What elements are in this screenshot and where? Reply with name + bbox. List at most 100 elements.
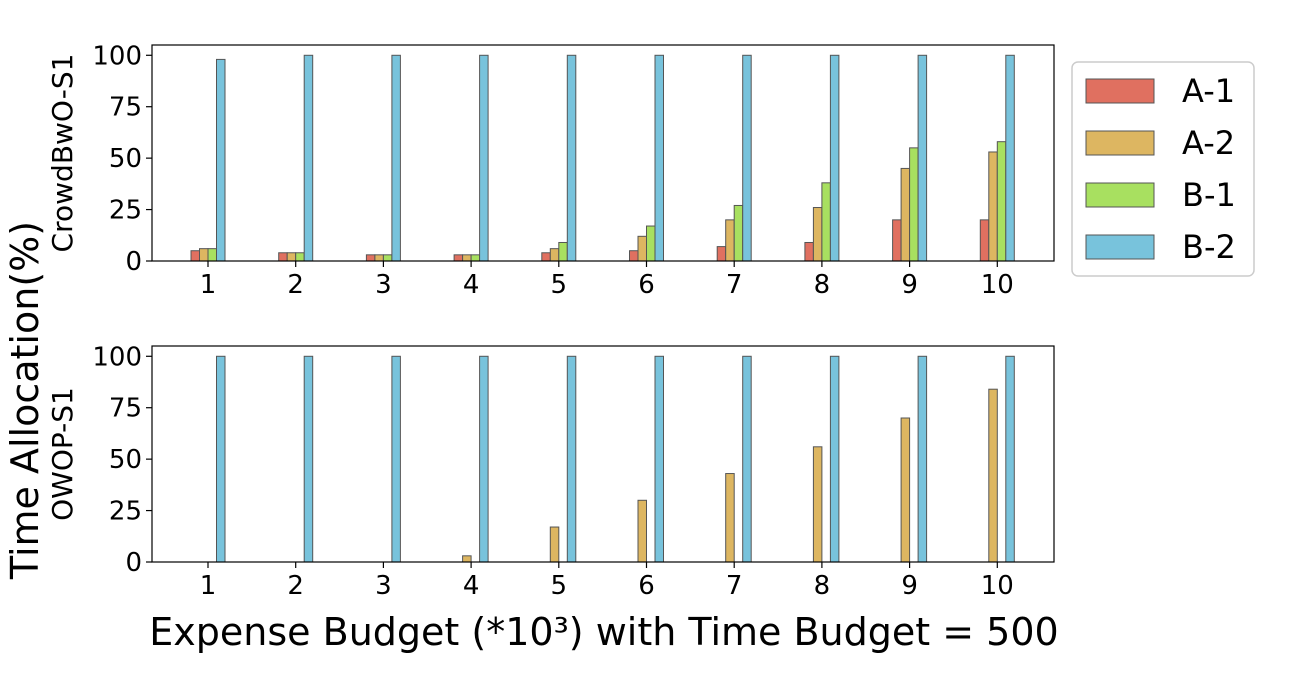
legend-label: B-1 (1182, 176, 1236, 214)
bar-b-1-9 (909, 147, 919, 262)
y-axis-label: Time Allocation(%) (3, 221, 47, 580)
bar-b-2-7 (742, 355, 752, 563)
y-tick-label: 50 (109, 144, 142, 174)
x-tick-label: 4 (463, 571, 480, 601)
bar-b-2-9 (917, 355, 928, 563)
bar-b-2-10 (1005, 355, 1015, 563)
bar-a-2-4 (462, 254, 472, 262)
bar-b-2-6 (654, 54, 664, 262)
bar-a-1-4 (453, 254, 464, 262)
bar-a-1-10 (979, 219, 990, 262)
bar-b-2-1 (216, 58, 226, 262)
x-tick-label: 8 (814, 270, 831, 300)
bar-b-2-3 (391, 54, 401, 262)
y-tick-label: 100 (92, 41, 142, 71)
x-tick-label: 6 (638, 270, 655, 300)
x-tick-label: 6 (638, 571, 655, 601)
bar-b-2-5 (566, 355, 577, 563)
bar-b-2-5 (566, 54, 577, 262)
bar-a-1-9 (892, 219, 902, 262)
bar-b-2-2 (303, 355, 314, 563)
y-tick-label: 50 (109, 445, 142, 475)
bar-a-2-4 (462, 555, 472, 563)
x-tick-label: 5 (551, 571, 568, 601)
bar-b-2-4 (479, 355, 489, 563)
bar-b-1-1 (207, 248, 217, 262)
y-tick-label: 25 (109, 497, 142, 527)
panel-label: CrowdBwO-S1 (46, 54, 79, 253)
bar-b-1-10 (996, 141, 1007, 262)
bar-b-2-1 (216, 355, 226, 563)
legend: A-1 A-2 B-1 B-2 (1071, 61, 1255, 277)
bar-b-2-8 (829, 355, 840, 563)
bar-a-2-2 (286, 252, 297, 262)
x-tick-label: 4 (463, 270, 480, 300)
bar-a-1-5 (541, 252, 551, 262)
legend-items: A-1 A-2 B-1 B-2 (1085, 72, 1236, 266)
x-tick-label: 7 (726, 270, 743, 300)
x-tick-label: 9 (901, 270, 918, 300)
x-tick-label: 2 (287, 270, 304, 300)
legend-item-a-1: A-1 (1085, 72, 1235, 110)
x-tick-label: 8 (814, 571, 831, 601)
bar-a-2-5 (549, 526, 560, 563)
bar-b-1-4 (470, 254, 481, 262)
bar-a-2-3 (374, 254, 384, 262)
bar-a-2-6 (637, 499, 647, 563)
bar-b-2-7 (742, 54, 752, 262)
bar-b-2-8 (829, 54, 840, 262)
legend-swatch (1085, 182, 1155, 208)
x-tick-label: 2 (287, 571, 304, 601)
bar-a-2-9 (900, 167, 911, 262)
x-axis-label: Expense Budget (*10³) with Time Budget =… (149, 610, 1058, 654)
bar-a-2-8 (812, 446, 823, 563)
y-tick-label: 25 (109, 196, 142, 226)
bar-a-1-2 (278, 252, 288, 262)
legend-swatch (1085, 78, 1155, 104)
x-tick-label: 7 (726, 571, 743, 601)
y-tick-label: 0 (125, 548, 142, 578)
bar-a-2-1 (199, 248, 209, 262)
bar-b-2-6 (654, 355, 664, 563)
bar-b-1-7 (733, 204, 744, 262)
bar-b-1-8 (821, 182, 831, 262)
plot-frame (151, 345, 1055, 563)
bar-b-1-5 (558, 241, 568, 262)
legend-label: B-2 (1182, 228, 1236, 266)
bar-a-1-7 (716, 246, 727, 262)
bar-a-1-3 (365, 254, 376, 262)
legend-swatch (1085, 234, 1155, 260)
legend-label: A-1 (1182, 72, 1235, 110)
x-tick-label: 10 (981, 571, 1014, 601)
bar-b-1-6 (646, 225, 656, 262)
bar-a-2-9 (900, 417, 911, 563)
y-tick-label: 0 (125, 247, 142, 277)
x-tick-label: 9 (901, 571, 918, 601)
y-tick-label: 75 (109, 93, 142, 123)
bar-b-1-3 (382, 254, 393, 262)
x-tick-label: 3 (375, 270, 392, 300)
bar-b-2-2 (303, 54, 314, 262)
plot-frame (151, 44, 1055, 262)
y-tick-label: 100 (92, 342, 142, 372)
bar-b-2-9 (917, 54, 928, 262)
bar-a-2-10 (988, 151, 998, 262)
legend-frame (1071, 61, 1255, 277)
x-tick-label: 1 (200, 270, 217, 300)
x-tick-label: 10 (981, 270, 1014, 300)
bar-b-2-10 (1005, 54, 1015, 262)
x-tick-label: 5 (551, 270, 568, 300)
bar-a-1-6 (629, 250, 639, 262)
bar-a-2-5 (549, 248, 560, 262)
panel-1: 0 25 50 75 100 1 2 3 4 5 6 7 8 9 10 CrowdBwO-S1 (46, 41, 1055, 300)
legend-label: A-2 (1182, 124, 1235, 162)
x-tick-label: 1 (200, 571, 217, 601)
bar-b-2-3 (391, 355, 401, 563)
bar-b-2-4 (479, 54, 489, 262)
legend-item-b-1: B-1 (1085, 176, 1236, 214)
bar-a-2-7 (725, 219, 735, 262)
panel-label: OWOP-S1 (46, 387, 79, 521)
y-tick-label: 75 (109, 394, 142, 424)
